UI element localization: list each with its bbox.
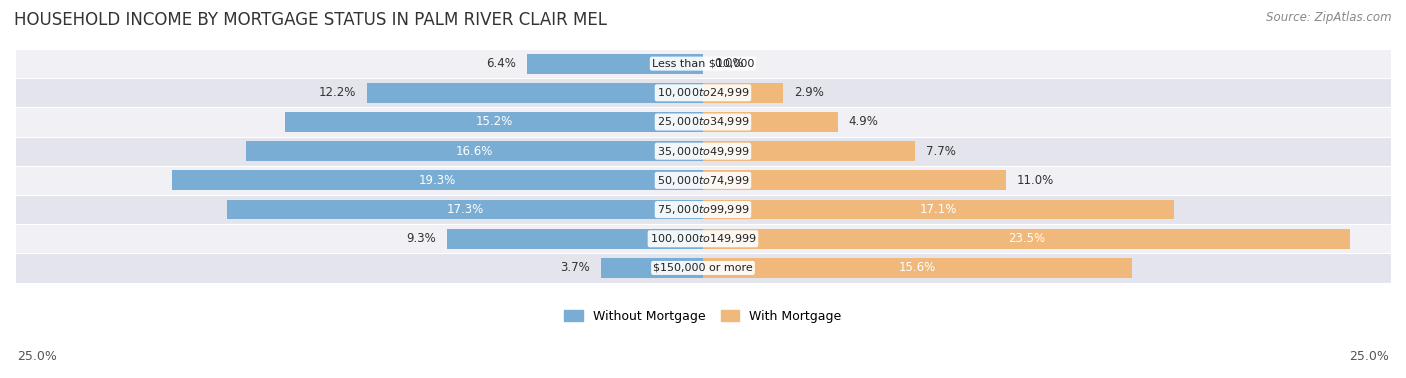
Bar (703, 229, 1350, 249)
Text: 15.2%: 15.2% (475, 116, 512, 129)
Bar (284, 112, 703, 132)
Bar (367, 83, 703, 103)
Text: 15.6%: 15.6% (898, 262, 936, 274)
Bar (602, 258, 703, 278)
Legend: Without Mortgage, With Mortgage: Without Mortgage, With Mortgage (560, 305, 846, 328)
Text: 19.3%: 19.3% (419, 174, 456, 187)
Bar (15, 49, 1391, 78)
Text: $150,000 or more: $150,000 or more (654, 263, 752, 273)
Text: Source: ZipAtlas.com: Source: ZipAtlas.com (1267, 11, 1392, 24)
Text: 25.0%: 25.0% (1350, 350, 1389, 363)
Text: 16.6%: 16.6% (456, 145, 494, 158)
Text: $100,000 to $149,999: $100,000 to $149,999 (650, 232, 756, 245)
Text: 3.7%: 3.7% (561, 262, 591, 274)
Text: $75,000 to $99,999: $75,000 to $99,999 (657, 203, 749, 216)
Text: 9.3%: 9.3% (406, 232, 436, 245)
Text: 12.2%: 12.2% (319, 86, 356, 99)
Text: 6.4%: 6.4% (486, 57, 516, 70)
Text: 23.5%: 23.5% (1008, 232, 1045, 245)
Bar (246, 141, 703, 161)
Bar (15, 224, 1391, 253)
Bar (15, 195, 1391, 224)
Bar (703, 170, 1005, 190)
Text: 2.9%: 2.9% (794, 86, 824, 99)
Text: 17.1%: 17.1% (920, 203, 957, 216)
Bar (172, 170, 703, 190)
Text: 17.3%: 17.3% (446, 203, 484, 216)
Bar (15, 253, 1391, 282)
Text: $50,000 to $74,999: $50,000 to $74,999 (657, 174, 749, 187)
Bar (226, 200, 703, 220)
Bar (703, 141, 915, 161)
Bar (15, 78, 1391, 107)
Bar (703, 258, 1132, 278)
Text: 11.0%: 11.0% (1017, 174, 1054, 187)
Bar (703, 112, 838, 132)
Text: 25.0%: 25.0% (17, 350, 56, 363)
Text: 4.9%: 4.9% (849, 116, 879, 129)
Bar (447, 229, 703, 249)
Bar (527, 54, 703, 74)
Text: HOUSEHOLD INCOME BY MORTGAGE STATUS IN PALM RIVER CLAIR MEL: HOUSEHOLD INCOME BY MORTGAGE STATUS IN P… (14, 11, 607, 29)
Bar (15, 166, 1391, 195)
Bar (15, 136, 1391, 166)
Text: Less than $10,000: Less than $10,000 (652, 59, 754, 69)
Text: $35,000 to $49,999: $35,000 to $49,999 (657, 145, 749, 158)
Text: 7.7%: 7.7% (927, 145, 956, 158)
Bar (703, 200, 1174, 220)
Text: 0.0%: 0.0% (714, 57, 744, 70)
Bar (15, 107, 1391, 136)
Bar (703, 83, 783, 103)
Text: $25,000 to $34,999: $25,000 to $34,999 (657, 116, 749, 129)
Text: $10,000 to $24,999: $10,000 to $24,999 (657, 86, 749, 99)
